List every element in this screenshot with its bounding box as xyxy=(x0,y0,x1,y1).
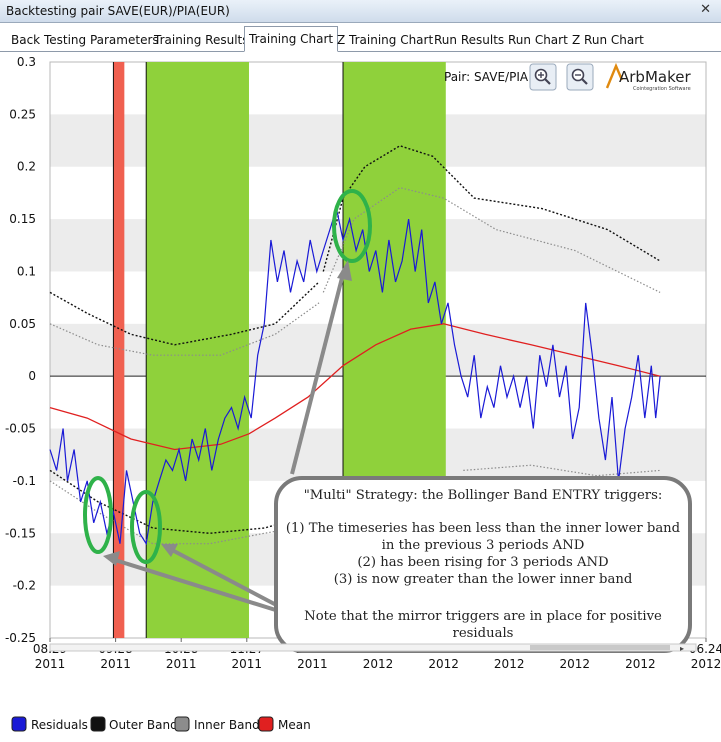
callout-line-8: Note that the mirror triggers are in pla… xyxy=(304,609,662,624)
outer-band-upper-line xyxy=(322,145,661,272)
window-titlebar: Backtesting pair SAVE(EUR)/PIA(EUR) ✕ xyxy=(0,0,721,23)
green-zone xyxy=(146,62,249,638)
legend-label-residuals: Residuals xyxy=(31,718,88,732)
callout-line-9: residuals xyxy=(453,626,514,641)
tab-training-chart[interactable]: Training Chart xyxy=(244,26,339,52)
callout-line-1: "Multi" Strategy: the Bollinger Band ENT… xyxy=(304,488,663,503)
chart-area: 0.3 0.25 0.2 0.15 0.1 0.05 0 -0.05 -0.1 -0.15 -0.2… xyxy=(0,52,721,739)
zoom-out-icon xyxy=(571,68,588,85)
legend-item-mean[interactable]: Mean xyxy=(258,716,311,732)
legend-swatch-inner-band xyxy=(174,716,190,732)
tab-run-results[interactable]: Run Results xyxy=(434,33,505,47)
tab-training-results[interactable]: Training Results xyxy=(154,33,249,47)
tab-run-chart[interactable]: Run Chart xyxy=(508,33,568,47)
x-tick-year: 2012 xyxy=(560,657,591,671)
legend-label-mean: Mean xyxy=(278,718,311,732)
horizontal-scrollbar[interactable]: ▸ xyxy=(49,643,697,653)
x-tick-year: 2011 xyxy=(35,657,66,671)
tab-bar: Back Testing Parameters Training Results… xyxy=(0,26,721,52)
residuals-line xyxy=(49,206,661,546)
x-tick-year: 2012 xyxy=(691,657,721,671)
close-icon[interactable]: ✕ xyxy=(700,2,711,17)
zoom-in-button[interactable] xyxy=(529,63,557,91)
legend-item-inner-band[interactable]: Inner Band xyxy=(174,716,260,732)
legend-swatch-mean xyxy=(258,716,274,732)
scroll-right-icon[interactable]: ▸ xyxy=(680,644,684,653)
y-tick-label: -0.1 xyxy=(13,474,36,488)
legend: Residuals Outer Band Inner Band Mean xyxy=(11,716,311,732)
x-tick-year: 2011 xyxy=(100,657,131,671)
scrollbar-thumb[interactable] xyxy=(530,645,670,650)
x-tick-year: 2012 xyxy=(428,657,459,671)
pair-label: Pair: SAVE/PIA xyxy=(444,70,529,84)
y-tick-label: 0.3 xyxy=(17,55,36,69)
x-tick-year: 2012 xyxy=(494,657,525,671)
tab-z-run-chart[interactable]: Z Run Chart xyxy=(572,33,644,47)
zoom-in-icon xyxy=(534,68,551,85)
y-tick-label: -0.05 xyxy=(5,422,36,436)
training-chart: 0.3 0.25 0.2 0.15 0.1 0.05 0 -0.05 -0.1 -0.15 -0.2… xyxy=(5,55,721,732)
x-tick-year: 2011 xyxy=(232,657,263,671)
y-tick-label: -0.15 xyxy=(5,526,36,540)
y-tick-label: 0.25 xyxy=(9,107,36,121)
y-tick-label: 0.05 xyxy=(9,317,36,331)
callout-line-3: (1) The timeseries has been less than th… xyxy=(286,521,681,536)
annotations: "Multi" Strategy: the Bollinger Band ENT… xyxy=(83,189,692,653)
logo-text: ArbMaker xyxy=(619,68,691,86)
legend-swatch-outer-band xyxy=(90,716,106,732)
y-tick-label: 0.15 xyxy=(9,212,36,226)
callout-line-6: (3) is now greater than the lower inner … xyxy=(334,572,633,587)
x-tick-label: 06.24 xyxy=(689,642,721,656)
legend-swatch-residuals xyxy=(11,716,27,732)
x-tick-year: 2012 xyxy=(625,657,656,671)
y-tick-label: -0.25 xyxy=(5,631,36,645)
callout-arrows xyxy=(103,260,352,614)
inner-band-upper-line xyxy=(322,187,661,293)
y-tick-label: 0 xyxy=(28,369,36,383)
callout-line-4: in the previous 3 periods AND xyxy=(382,538,585,553)
y-tick-label: 0.1 xyxy=(17,264,36,278)
trigger-circle-mid xyxy=(130,490,162,564)
callout-line-5: (2) has been rising for 3 periods AND xyxy=(357,555,608,570)
tab-z-training-chart[interactable]: Z Training Chart xyxy=(337,33,434,47)
x-tick-year: 2011 xyxy=(297,657,328,671)
mean-line xyxy=(49,323,661,451)
y-tick-label: -0.2 xyxy=(13,579,36,593)
legend-label-inner-band: Inner Band xyxy=(194,718,260,732)
legend-item-residuals[interactable]: Residuals xyxy=(11,716,88,732)
outer-band-lower-line xyxy=(49,281,320,346)
tab-back-testing-parameters[interactable]: Back Testing Parameters xyxy=(11,33,159,47)
legend-item-outer-band[interactable]: Outer Band xyxy=(90,716,178,732)
window-title: Backtesting pair SAVE(EUR)/PIA(EUR) xyxy=(6,4,230,18)
arbmaker-logo: ArbMaker Cointegration Software xyxy=(605,62,691,92)
trigger-circle-left xyxy=(83,476,113,554)
legend-label-outer-band: Outer Band xyxy=(109,718,178,732)
logo-subtext: Cointegration Software xyxy=(633,86,691,92)
zoom-out-button[interactable] xyxy=(566,63,594,91)
trigger-circle-top xyxy=(332,189,372,263)
y-axis: 0.3 0.25 0.2 0.15 0.1 0.05 0 -0.05 -0.1 -0.15 -0.2… xyxy=(5,55,36,645)
y-tick-label: 0.2 xyxy=(17,160,36,174)
x-tick-year: 2011 xyxy=(166,657,197,671)
x-tick-year: 2012 xyxy=(363,657,394,671)
red-zone xyxy=(113,62,125,638)
